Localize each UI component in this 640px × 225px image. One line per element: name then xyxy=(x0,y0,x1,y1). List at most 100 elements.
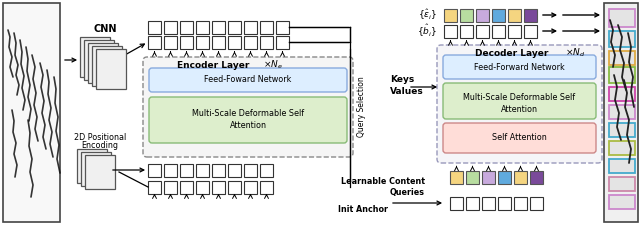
Bar xyxy=(148,36,161,49)
Bar xyxy=(609,195,635,209)
Bar xyxy=(228,36,241,49)
Text: Keys: Keys xyxy=(390,76,414,85)
Bar xyxy=(164,180,177,194)
Bar xyxy=(609,105,635,119)
Bar xyxy=(244,36,257,49)
Bar xyxy=(180,180,193,194)
Bar xyxy=(77,149,107,183)
Text: Multi-Scale Deformable Self: Multi-Scale Deformable Self xyxy=(192,108,304,117)
Bar xyxy=(244,180,257,194)
Bar xyxy=(84,40,114,80)
Text: Decoder Layer: Decoder Layer xyxy=(476,49,548,58)
Bar xyxy=(476,25,489,38)
Text: Multi-Scale Deformable Self: Multi-Scale Deformable Self xyxy=(463,94,575,103)
Bar xyxy=(514,196,527,209)
Bar xyxy=(228,180,241,194)
Bar xyxy=(3,3,60,222)
Bar xyxy=(609,9,635,27)
Bar xyxy=(212,36,225,49)
Bar xyxy=(444,9,457,22)
Bar xyxy=(604,3,638,222)
Bar xyxy=(212,20,225,34)
Bar xyxy=(609,177,635,191)
Bar xyxy=(148,180,161,194)
Bar xyxy=(498,196,511,209)
Bar xyxy=(609,31,635,47)
Text: Self Attention: Self Attention xyxy=(492,133,547,142)
Bar xyxy=(260,180,273,194)
Text: Attention: Attention xyxy=(501,106,538,115)
Bar xyxy=(244,20,257,34)
Bar xyxy=(196,164,209,176)
Text: Values: Values xyxy=(390,88,424,97)
Bar xyxy=(148,20,161,34)
Bar xyxy=(609,141,635,155)
Bar xyxy=(260,20,273,34)
FancyBboxPatch shape xyxy=(437,45,602,163)
Bar xyxy=(196,36,209,49)
Text: Query Selection: Query Selection xyxy=(357,77,366,137)
Bar xyxy=(609,159,635,173)
FancyBboxPatch shape xyxy=(443,123,596,153)
Bar xyxy=(609,51,635,65)
Bar xyxy=(164,20,177,34)
Bar xyxy=(466,196,479,209)
FancyBboxPatch shape xyxy=(149,68,347,92)
Text: Feed-Forward Network: Feed-Forward Network xyxy=(474,63,565,72)
FancyBboxPatch shape xyxy=(149,97,347,143)
Bar xyxy=(498,171,511,184)
Bar xyxy=(80,37,110,77)
Text: $\{\hat{b}_i\}$: $\{\hat{b}_i\}$ xyxy=(417,23,437,39)
Text: Encoding: Encoding xyxy=(81,142,118,151)
Bar xyxy=(96,49,126,89)
FancyBboxPatch shape xyxy=(443,55,596,79)
Text: Attention: Attention xyxy=(230,121,266,130)
Text: CNN: CNN xyxy=(93,24,116,34)
Bar xyxy=(609,67,635,83)
FancyBboxPatch shape xyxy=(443,83,596,119)
Bar xyxy=(85,155,115,189)
Text: $\times N_d$: $\times N_d$ xyxy=(565,47,585,59)
Text: Queries: Queries xyxy=(390,187,425,196)
Bar xyxy=(212,164,225,176)
Bar xyxy=(530,196,543,209)
Bar xyxy=(444,25,457,38)
Bar xyxy=(196,20,209,34)
Bar xyxy=(260,164,273,176)
Text: $\times N_e$: $\times N_e$ xyxy=(263,59,283,71)
Bar xyxy=(482,196,495,209)
Bar xyxy=(180,164,193,176)
Bar xyxy=(244,164,257,176)
Text: $\{\hat{\varepsilon}_i\}$: $\{\hat{\varepsilon}_i\}$ xyxy=(418,8,437,22)
Bar xyxy=(609,87,635,101)
Bar xyxy=(482,171,495,184)
Bar xyxy=(508,9,521,22)
Text: Init Anchor: Init Anchor xyxy=(338,205,388,214)
Text: 2D Positional: 2D Positional xyxy=(74,133,126,142)
Bar xyxy=(450,171,463,184)
Bar xyxy=(450,196,463,209)
Bar xyxy=(492,9,505,22)
Bar xyxy=(276,36,289,49)
Bar xyxy=(196,180,209,194)
Bar xyxy=(530,171,543,184)
Bar xyxy=(148,164,161,176)
Text: Learnable Content: Learnable Content xyxy=(341,178,425,187)
Bar xyxy=(514,171,527,184)
Bar xyxy=(492,25,505,38)
Bar xyxy=(92,46,122,86)
Bar xyxy=(524,9,537,22)
Bar xyxy=(466,171,479,184)
Text: Encoder Layer: Encoder Layer xyxy=(177,61,249,70)
Bar xyxy=(164,36,177,49)
Bar xyxy=(524,25,537,38)
Bar xyxy=(88,43,118,83)
Bar xyxy=(228,20,241,34)
Bar xyxy=(508,25,521,38)
Bar xyxy=(81,152,111,186)
FancyBboxPatch shape xyxy=(143,57,353,157)
Bar xyxy=(460,25,473,38)
Text: Feed-Foward Network: Feed-Foward Network xyxy=(204,76,292,85)
Bar xyxy=(460,9,473,22)
Bar xyxy=(609,123,635,137)
